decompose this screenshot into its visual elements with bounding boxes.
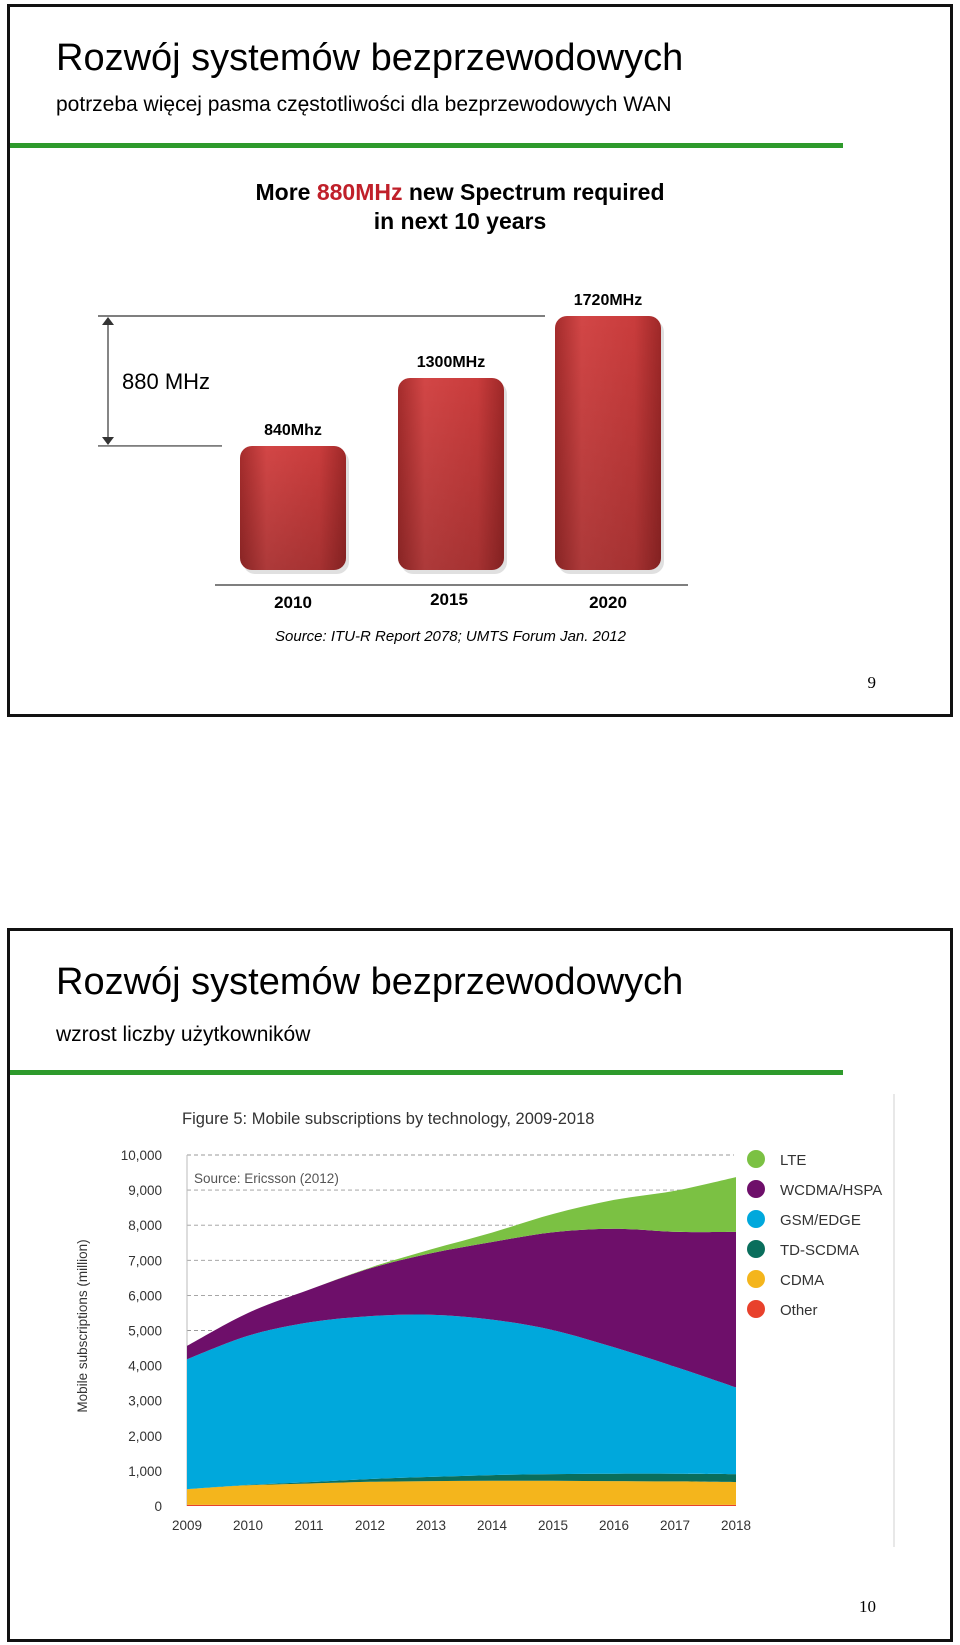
x-tick-label-2010: 2010 <box>233 1518 263 1533</box>
subscriptions-area-chart: Figure 5: Mobile subscriptions by techno… <box>10 1089 950 1579</box>
area-series-other <box>187 1504 736 1506</box>
y-axis-label: Mobile subscriptions (million) <box>75 1239 90 1412</box>
y-tick-label-2: 2,000 <box>128 1429 162 1444</box>
x-tick-label-2012: 2012 <box>355 1518 385 1533</box>
slide-subtitle: wzrost liczby użytkowników <box>56 1023 311 1046</box>
legend-label-td-scdma: TD-SCDMA <box>780 1242 859 1259</box>
x-tick-label-2017: 2017 <box>660 1518 690 1533</box>
figure-source: Source: Ericsson (2012) <box>194 1171 339 1186</box>
x-tick-label-2011: 2011 <box>294 1518 323 1533</box>
annotation-arrow-up-head <box>102 317 114 325</box>
figure-title: Figure 5: Mobile subscriptions by techno… <box>182 1110 594 1128</box>
legend-swatch-cdma <box>747 1270 765 1288</box>
annotation-arrow-down-head <box>102 436 114 445</box>
bar-labels-layer: 840Mhz 2010 1300MHz 2015 1720MHz 2020 <box>264 292 642 612</box>
annotation-label: 880 MHz <box>122 369 210 394</box>
legend-swatch-td-scdma <box>747 1240 765 1258</box>
slide-title: Rozwój systemów bezprzewodowych <box>56 961 684 1003</box>
x-tick-label-2014: 2014 <box>477 1518 508 1533</box>
legend-label-other: Other <box>780 1302 818 1319</box>
bar-value-label-2010: 840Mhz <box>264 422 322 439</box>
headline-part-1: More <box>255 179 316 205</box>
y-tick-label-3: 3,000 <box>128 1394 162 1409</box>
page-number: 10 <box>859 1597 876 1616</box>
y-tick-label-10: 10,000 <box>121 1148 162 1163</box>
x-tick-label-2013: 2013 <box>416 1518 446 1533</box>
slide-10: Rozwój systemów bezprzewodowych wzrost l… <box>7 928 953 1642</box>
slide-subtitle: potrzeba więcej pasma częstotliwości dla… <box>56 93 672 116</box>
legend-swatch-other <box>747 1300 765 1318</box>
x-ticks-layer: 2009 2010 2011 2012 2013 2014 2015 2016 2017 2018 <box>172 1518 751 1533</box>
chart-headline: More 880MHz new Spectrum required <box>255 179 664 205</box>
annotation-layer: 880 MHz <box>98 315 545 447</box>
page-number: 9 <box>867 673 877 692</box>
bar-shade-2020 <box>555 316 661 570</box>
area-series-gsm-edge <box>187 1314 736 1490</box>
area-series-wcdma-hspa <box>187 1228 736 1388</box>
chart-source: Source: ITU-R Report 2078; UMTS Forum Ja… <box>275 628 627 645</box>
legend-swatch-lte <box>747 1150 765 1168</box>
x-tick-2015: 2015 <box>430 590 468 609</box>
legend-label-wcdma-hspa: WCDMA/HSPA <box>780 1182 882 1199</box>
legend-swatch-wcdma-hspa <box>747 1180 765 1198</box>
legend-label-lte: LTE <box>780 1152 806 1169</box>
y-tick-label-5: 5,000 <box>128 1324 162 1339</box>
y-tick-label-9: 9,000 <box>128 1183 162 1198</box>
x-tick-label-2009: 2009 <box>172 1518 202 1533</box>
bar-value-label-2015: 1300MHz <box>417 354 485 371</box>
slide-9: Rozwój systemów bezprzewodowych potrzeba… <box>7 4 953 717</box>
x-tick-2020: 2020 <box>589 593 627 612</box>
bar-value-label-2020: 1720MHz <box>574 292 642 309</box>
y-tick-label-0: 0 <box>154 1499 162 1514</box>
legend-label-cdma: CDMA <box>780 1272 824 1289</box>
slide-title: Rozwój systemów bezprzewodowych <box>56 37 684 79</box>
legend-layer: LTE WCDMA/HSPA GSM/EDGE TD-SCDMA CDMA Other <box>747 1150 882 1319</box>
area-series-td-scdma <box>187 1473 736 1490</box>
x-tick-label-2018: 2018 <box>721 1518 751 1533</box>
y-tick-label-6: 6,000 <box>128 1288 162 1303</box>
headline-highlight: 880MHz <box>317 179 403 205</box>
y-tick-label-4: 4,000 <box>128 1359 162 1374</box>
x-tick-label-2016: 2016 <box>599 1518 629 1533</box>
area-series-lte <box>187 1177 736 1346</box>
green-divider <box>10 1070 843 1075</box>
areas-layer <box>187 1177 736 1506</box>
area-series-cdma <box>187 1480 736 1505</box>
y-tick-label-7: 7,000 <box>128 1253 162 1268</box>
chart-headline-line2: in next 10 years <box>374 208 547 234</box>
y-tick-label-8: 8,000 <box>128 1218 162 1233</box>
bar-shade-2010 <box>240 445 346 570</box>
bar-shade-2015 <box>398 378 504 570</box>
y-ticks-layer: 0 1,000 2,000 3,000 4,000 5,000 6,000 7,000 8,00… <box>121 1148 162 1514</box>
legend-label-gsm-edge: GSM/EDGE <box>780 1212 861 1229</box>
green-divider <box>10 143 843 148</box>
headline-part-3: new Spectrum required <box>402 179 664 205</box>
spectrum-bar-chart: More 880MHz new Spectrum required in nex… <box>98 179 688 645</box>
x-tick-label-2015: 2015 <box>538 1518 568 1533</box>
x-tick-2010: 2010 <box>274 593 312 612</box>
legend-swatch-gsm-edge <box>747 1210 765 1228</box>
bars-layer <box>240 316 664 574</box>
y-tick-label-1: 1,000 <box>128 1464 162 1479</box>
